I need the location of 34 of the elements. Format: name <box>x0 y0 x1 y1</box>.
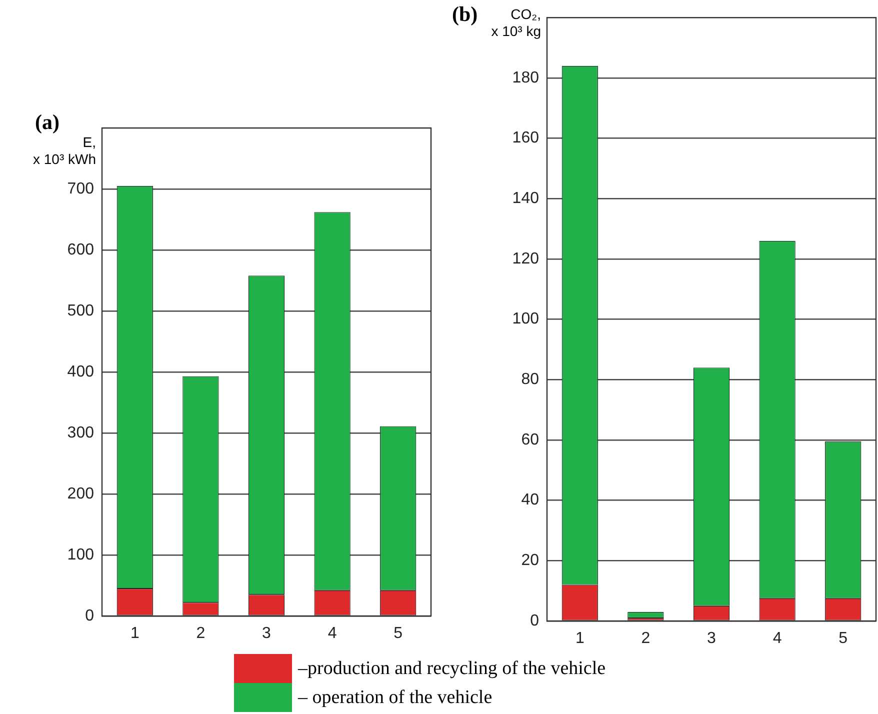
x-tick-label: 3 <box>262 625 272 642</box>
x-tick-label: 1 <box>575 630 584 648</box>
x-tick-label: 3 <box>707 630 716 648</box>
y-tick-label: 60 <box>521 431 540 448</box>
legend-label: –production and recycling of the vehicle <box>298 658 606 680</box>
y-tick-label: 40 <box>521 492 540 509</box>
y-tick-label: 180 <box>512 69 540 86</box>
y-tick-label: 160 <box>512 130 540 147</box>
chart-title: (a) <box>35 110 60 135</box>
x-tick-label: 2 <box>196 625 206 642</box>
y-tick-label: 120 <box>512 250 540 268</box>
y-tick-label: 600 <box>67 241 94 258</box>
x-tick-label: 2 <box>641 630 650 648</box>
y-axis-title: CO₂, x 10³ kg <box>491 6 541 40</box>
y-tick-label: 80 <box>521 371 540 388</box>
x-tick-label: 4 <box>328 625 337 642</box>
y-tick-label: 700 <box>67 180 94 198</box>
y-tick-label: 300 <box>67 424 94 442</box>
chart-title: (b) <box>452 2 478 27</box>
y-tick-label: 140 <box>512 190 540 208</box>
y-tick-label: 20 <box>521 552 540 570</box>
legend-label: – operation of the vehicle <box>298 686 492 708</box>
y-tick-label: 400 <box>67 363 94 380</box>
y-tick-label: 500 <box>67 302 94 320</box>
y-tick-label: 0 <box>85 607 94 624</box>
x-tick-label: 1 <box>130 625 140 642</box>
y-tick-label: 200 <box>67 485 94 502</box>
x-tick-label: 5 <box>838 630 848 648</box>
y-tick-label: 0 <box>530 612 540 630</box>
x-tick-label: 4 <box>772 630 782 648</box>
x-tick-label: 5 <box>394 625 403 642</box>
y-tick-label: 100 <box>67 546 94 564</box>
y-tick-label: 100 <box>512 310 540 328</box>
y-axis-title: E, x 10³ kWh <box>32 134 96 168</box>
